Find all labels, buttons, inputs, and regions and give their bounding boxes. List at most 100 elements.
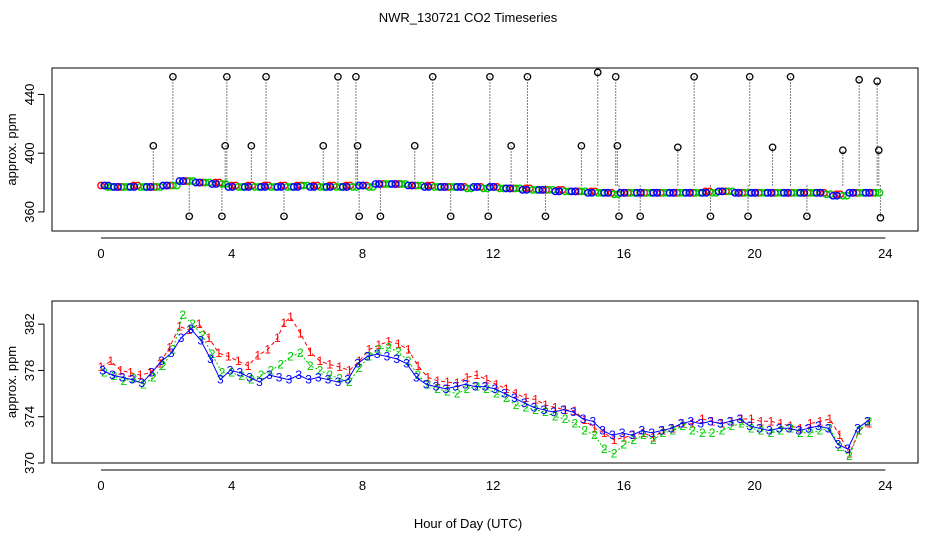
series-3-point xyxy=(289,183,298,191)
series-2-point: 2 xyxy=(640,428,647,442)
series-2-point: 2 xyxy=(189,317,196,331)
x-tick-label: 16 xyxy=(617,478,631,493)
series-3-point xyxy=(163,181,171,190)
series-3-point xyxy=(146,183,155,191)
series-3-point: 3 xyxy=(697,417,704,431)
series-2-point: 2 xyxy=(454,387,461,401)
series-3-point xyxy=(861,188,870,197)
series-3-point xyxy=(322,183,331,191)
series-3-point: 3 xyxy=(168,346,175,360)
series-1-point: 1 xyxy=(297,326,304,340)
y-tick-label: 440 xyxy=(22,84,37,106)
series-1-point: 1 xyxy=(98,360,105,374)
series-3-point xyxy=(604,188,613,197)
series-1-point: 1 xyxy=(206,331,213,345)
series-3-point xyxy=(424,183,433,191)
series-2-point: 2 xyxy=(532,403,539,417)
series-3-point xyxy=(306,183,315,191)
series-1-point: 1 xyxy=(225,350,232,364)
series-3-point xyxy=(208,180,217,188)
spike-point xyxy=(280,212,288,221)
series-2-point: 2 xyxy=(777,424,784,438)
series-3-point xyxy=(436,183,445,191)
series-2-point: 2 xyxy=(326,368,333,382)
series-1-point: 1 xyxy=(464,370,471,384)
series-1-point: 1 xyxy=(215,346,222,360)
series-3-point xyxy=(244,183,253,191)
spike-point xyxy=(673,143,682,152)
series-3-point xyxy=(355,181,364,190)
series-2-point: 2 xyxy=(415,368,422,382)
spike-point xyxy=(352,72,360,81)
series-3-point xyxy=(195,178,204,187)
series-1-point: 1 xyxy=(166,340,173,354)
spike-point xyxy=(507,141,515,150)
series-3-point xyxy=(359,181,368,190)
series-2-point: 2 xyxy=(562,412,569,426)
series-1-point: 1 xyxy=(797,421,804,435)
series-2-point: 2 xyxy=(150,370,157,384)
series-3-point xyxy=(130,183,139,191)
series-2-point: 2 xyxy=(679,419,686,433)
series-3-point: 3 xyxy=(423,377,430,391)
series-2-point: 2 xyxy=(277,358,284,372)
series-1-point: 1 xyxy=(650,431,657,445)
series-3-point xyxy=(849,188,858,197)
spike-point xyxy=(262,72,270,81)
series-3-point: 3 xyxy=(639,424,646,438)
series-2-point: 2 xyxy=(826,421,833,435)
series-2-point: 2 xyxy=(307,359,314,373)
series-3-point xyxy=(812,188,821,197)
series-1-point: 1 xyxy=(493,377,500,391)
series-3-point: 3 xyxy=(521,396,528,410)
series-2-line xyxy=(104,313,870,457)
series-3-point: 3 xyxy=(599,424,606,438)
x-tick-label: 12 xyxy=(486,478,500,493)
series-2-point: 2 xyxy=(846,449,853,463)
series-2-point: 2 xyxy=(130,372,137,386)
series-3-point: 3 xyxy=(207,352,214,366)
series-2-point: 2 xyxy=(728,419,735,433)
series-3-point xyxy=(735,188,743,197)
series-3-point: 3 xyxy=(511,391,518,405)
series-1-point: 1 xyxy=(444,375,451,389)
series-2-point: 2 xyxy=(111,369,118,383)
spike-point xyxy=(744,212,752,221)
series-3-point xyxy=(718,187,727,196)
series-3-point: 3 xyxy=(325,373,332,387)
series-2-point: 2 xyxy=(611,447,618,461)
series-3-point: 3 xyxy=(580,412,587,426)
x-tick-label: 0 xyxy=(97,478,104,493)
series-3-point xyxy=(685,188,694,197)
series-3-point xyxy=(587,188,596,197)
series-3-point: 3 xyxy=(540,403,547,417)
spike-point xyxy=(353,141,362,150)
series-1-point: 1 xyxy=(836,428,843,442)
spike-point xyxy=(706,212,715,221)
series-2-point: 2 xyxy=(581,424,588,438)
series-2-point: 2 xyxy=(356,361,363,375)
x-tick-label: 8 xyxy=(359,478,366,493)
series-2-point: 2 xyxy=(434,382,441,396)
series-3-point xyxy=(682,188,690,197)
x-tick-label: 24 xyxy=(878,478,892,493)
series-1-point: 1 xyxy=(630,428,637,442)
series-1-point: 1 xyxy=(117,363,124,377)
spike-point xyxy=(221,141,230,150)
series-3-point: 3 xyxy=(99,363,106,377)
y-axis-title: approx. ppm xyxy=(4,346,19,418)
series-1-point: 1 xyxy=(375,338,382,352)
series-1-point: 1 xyxy=(552,400,559,414)
spike-point xyxy=(613,141,622,150)
series-3-point: 3 xyxy=(129,373,136,387)
series-1-point: 1 xyxy=(748,412,755,426)
series-3-point: 3 xyxy=(364,350,371,364)
series-2-point: 2 xyxy=(219,366,226,380)
series-2-point: 2 xyxy=(866,414,873,428)
spike-point xyxy=(876,213,885,222)
spike-point xyxy=(690,72,698,81)
series-1-point: 1 xyxy=(503,382,510,396)
series-3-point: 3 xyxy=(139,376,146,390)
